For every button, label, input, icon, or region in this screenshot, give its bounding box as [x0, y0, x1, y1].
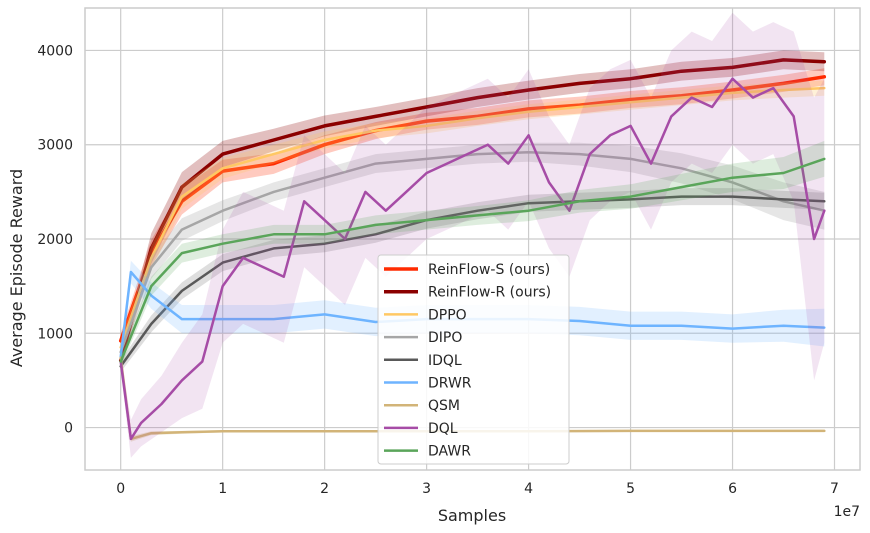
plot-border [84, 7, 861, 471]
series-6 [119, 354, 826, 442]
series-band [120, 80, 825, 355]
x-tick-label: 7 [830, 481, 839, 497]
legend-label: IDQL [428, 353, 462, 369]
x-tick-label: 1 [218, 481, 227, 497]
legend-label: DPPO [428, 307, 467, 323]
series-2 [119, 80, 826, 355]
series-group [118, 12, 827, 458]
x-tick-label: 6 [728, 481, 737, 497]
series-line [118, 75, 827, 343]
series-3 [119, 142, 826, 360]
y-tick-label: 1000 [37, 326, 73, 342]
y-tick-label: 2000 [37, 232, 73, 248]
legend-label: DRWR [428, 376, 472, 392]
legend-label: ReinFlow-R (ours) [428, 285, 551, 301]
legend-box [377, 254, 570, 465]
legend-label: DIPO [428, 330, 462, 346]
y-tick-label: 0 [64, 421, 73, 437]
series-line [118, 58, 827, 363]
x-tick-label: 3 [422, 481, 431, 497]
legend: ReinFlow-S (ours) ReinFlow-R (ours) DPPO DI… [377, 254, 570, 465]
x-tick-label: 0 [116, 481, 125, 497]
series-band [120, 68, 825, 349]
x-tick-label: 4 [524, 481, 533, 497]
series-line [119, 77, 826, 441]
x-tick-label: 2 [320, 481, 329, 497]
series-line [119, 195, 826, 368]
series-band [120, 50, 825, 369]
x-axis-label: Samples [438, 506, 506, 525]
series-line [119, 356, 826, 441]
y-tick-label: 3000 [37, 138, 73, 154]
series-band [120, 12, 825, 458]
legend-label: QSM [428, 398, 460, 414]
series-line [119, 157, 826, 363]
x-axis-offset-label: 1e7 [834, 504, 860, 520]
series-7 [119, 12, 826, 458]
series-line [119, 86, 826, 349]
series-0 [118, 68, 827, 349]
series-1 [118, 50, 827, 369]
series-band [120, 140, 825, 368]
series-line [119, 151, 826, 354]
plot-frame [84, 7, 861, 471]
series-4 [119, 188, 826, 372]
y-tick-label: 4000 [37, 43, 73, 59]
x-tick-label: 5 [626, 481, 635, 497]
y-axis-label: Average Episode Reward [7, 169, 26, 367]
legend-label: DAWR [428, 444, 471, 460]
legend-label: DQL [428, 421, 458, 437]
legend-label: ReinFlow-S (ours) [428, 262, 550, 278]
series-8 [119, 140, 826, 368]
tick-labels: 0 1 2 3 4 5 6 7 0 1000 2000 3000 4000 [37, 43, 839, 497]
